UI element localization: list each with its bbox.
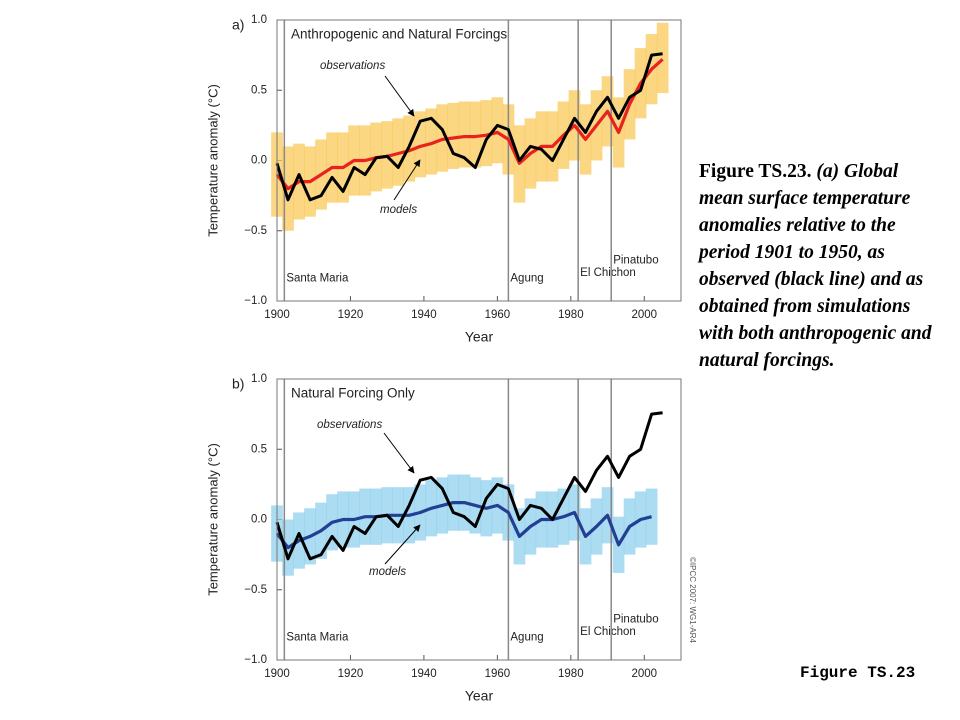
- x-axis-label: Year: [465, 329, 494, 345]
- x-tick-label: 1920: [338, 309, 364, 321]
- event-label: Agung: [510, 632, 543, 644]
- x-tick-label: 2000: [631, 309, 657, 321]
- series-line: [275, 52, 663, 202]
- plot-frame: [276, 378, 682, 661]
- annotation-arrow: [383, 432, 415, 474]
- event-label: Agung: [510, 273, 543, 285]
- y-tick-label: −1.0: [244, 654, 267, 666]
- event-label: El Chichon: [580, 267, 636, 279]
- panel-label: a): [232, 17, 244, 33]
- footer: Figure TS.23: [800, 664, 916, 682]
- event-label: El Chichon: [580, 626, 636, 638]
- series-line: [275, 411, 663, 561]
- ensemble-spread: [480, 100, 493, 167]
- y-axis-label: Temperature anomaly (°C): [205, 443, 220, 596]
- series-line: [275, 58, 664, 191]
- ensemble-spread: [491, 97, 504, 164]
- y-tick-label: 1.0: [251, 373, 267, 385]
- caption: Figure TS.23. (a) Global mean surface te…: [699, 158, 944, 374]
- annotation: observations: [317, 419, 382, 431]
- x-axis-label: Year: [465, 688, 494, 704]
- event-label: Pinatubo: [613, 613, 658, 625]
- x-tick-label: 1900: [264, 309, 290, 321]
- x-tick-label: 2000: [631, 668, 657, 680]
- copyright: ©IPCC 2007: WG1-AR4: [688, 557, 697, 643]
- chart-title: Natural Forcing Only: [291, 386, 415, 401]
- y-tick-label: 0.0: [251, 155, 267, 167]
- annotation: models: [369, 566, 406, 578]
- event-label: Santa Maria: [286, 273, 349, 285]
- x-tick-label: 1900: [264, 668, 290, 680]
- ensemble-spread: [656, 22, 669, 94]
- y-tick-label: 1.0: [251, 14, 267, 26]
- annotation-arrow: [393, 159, 421, 201]
- y-tick-label: −0.5: [244, 584, 267, 596]
- y-tick-label: 0.5: [251, 84, 267, 96]
- x-tick-label: 1920: [338, 668, 364, 680]
- y-tick-label: −0.5: [244, 225, 267, 237]
- caption-label: Figure TS.23.: [699, 161, 812, 182]
- annotation-arrow: [384, 524, 421, 565]
- x-tick-label: 1960: [485, 309, 511, 321]
- event-label: Santa Maria: [286, 632, 349, 644]
- y-tick-label: 0.0: [251, 514, 267, 526]
- ensemble-spread: [645, 488, 658, 545]
- x-tick-label: 1960: [485, 668, 511, 680]
- annotation: models: [380, 204, 417, 216]
- ensemble-spread: [469, 101, 482, 168]
- annotation: observations: [320, 60, 385, 72]
- chart-title: Anthropogenic and Natural Forcings: [291, 27, 507, 42]
- x-tick-label: 1980: [558, 309, 584, 321]
- ensemble-spread: [425, 108, 438, 175]
- x-tick-label: 1940: [411, 668, 437, 680]
- series-line: [275, 501, 652, 550]
- ensemble-spread: [447, 102, 460, 169]
- y-axis-label: Temperature anomaly (°C): [205, 84, 220, 237]
- ensemble-spread: [414, 111, 427, 178]
- ensemble-spread: [458, 101, 471, 168]
- y-tick-label: −1.0: [244, 295, 267, 307]
- caption-text: (a) Global mean surface temperature anom…: [699, 161, 932, 371]
- plot-frame: [276, 19, 682, 302]
- x-tick-label: 1980: [558, 668, 584, 680]
- x-tick-label: 1940: [411, 309, 437, 321]
- panel-label: b): [232, 376, 244, 392]
- y-tick-label: 0.5: [251, 443, 267, 455]
- annotation-arrow: [384, 75, 415, 117]
- event-label: Pinatubo: [613, 254, 658, 266]
